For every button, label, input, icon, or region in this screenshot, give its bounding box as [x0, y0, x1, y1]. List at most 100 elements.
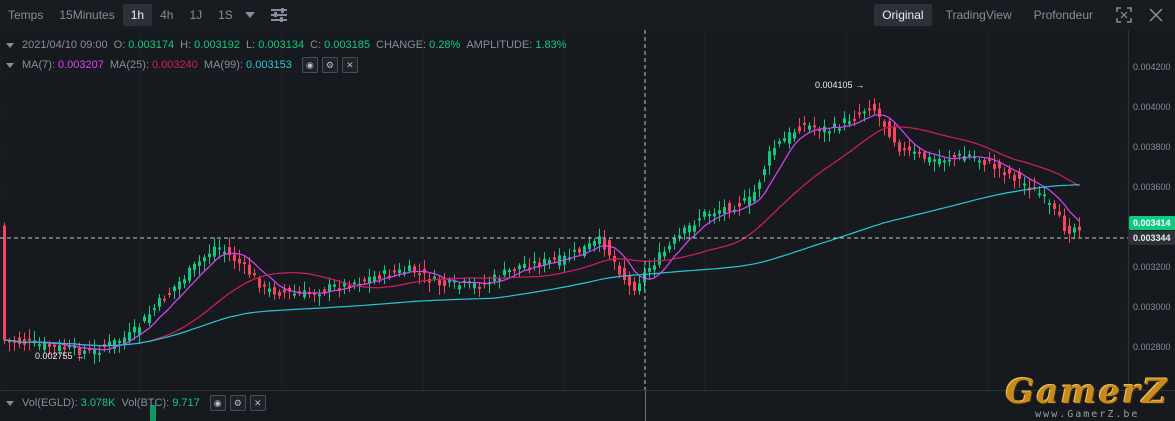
candle: [908, 138, 911, 157]
candle: [868, 99, 871, 116]
candle: [108, 334, 111, 354]
candle: [983, 157, 986, 172]
candle: [523, 255, 526, 271]
low-annotation: 0.002755 →: [35, 351, 85, 361]
candle: [503, 261, 506, 279]
candle: [233, 246, 236, 270]
tab-depth[interactable]: Profondeur: [1033, 8, 1093, 22]
candle: [263, 280, 266, 295]
candle: [373, 270, 376, 285]
volume-legend: Vol(EGLD): 3.078K Vol(BTC): 9.717 ◉ ⚙ ✕: [6, 395, 266, 411]
candle: [138, 323, 141, 344]
open-value: 0.003174: [128, 39, 175, 51]
candle: [168, 287, 171, 298]
candle: [323, 286, 326, 296]
candle: [718, 201, 721, 222]
candle: [688, 222, 691, 239]
ma99-value: 0.003153: [246, 59, 292, 71]
collapse-caret-icon[interactable]: [6, 42, 14, 48]
candle: [228, 237, 231, 262]
candle: [188, 265, 191, 284]
close-icon[interactable]: ✕: [341, 57, 358, 73]
candle: [83, 344, 86, 360]
candlestick-chart[interactable]: [0, 30, 1130, 390]
candle: [468, 278, 471, 289]
candle: [738, 195, 741, 216]
price-tick: 0.003600: [1133, 182, 1171, 192]
vol-btc-value: 9.717: [172, 397, 200, 409]
candle: [893, 121, 896, 147]
candle: [153, 303, 156, 317]
candle: [603, 229, 606, 257]
candle: [333, 279, 336, 290]
ohlc-legend: 2021/04/10 09:00 O: 0.003174 H: 0.003192 L…: [6, 39, 573, 51]
candle: [1078, 216, 1081, 238]
close-value: 0.003185: [324, 39, 371, 51]
candle: [73, 337, 76, 356]
timeframe-time[interactable]: Temps: [8, 8, 44, 22]
settings-icon[interactable]: ⚙: [321, 57, 338, 73]
candle: [78, 342, 81, 361]
chevron-down-icon[interactable]: [244, 12, 255, 18]
last-price-badge: 0.003414: [1129, 216, 1175, 230]
ma7-value: 0.003207: [58, 59, 104, 71]
candle: [533, 252, 536, 271]
fullscreen-icon[interactable]: [1115, 6, 1133, 24]
amplitude-label: AMPLITUDE:: [466, 39, 533, 51]
candle: [28, 329, 31, 351]
timeframe-1d[interactable]: 1J: [189, 8, 203, 22]
candle: [573, 241, 576, 261]
candle: [458, 282, 461, 295]
timeframe-4h[interactable]: 4h: [160, 8, 174, 22]
candle: [1053, 200, 1056, 215]
candle: [163, 295, 166, 303]
candle: [288, 285, 291, 300]
candle: [778, 138, 781, 148]
ma-legend: MA(7): 0.003207 MA(25): 0.003240 MA(99): 0.…: [6, 57, 358, 73]
candle: [723, 199, 726, 221]
ma25-label: MA(25):: [109, 59, 150, 71]
timeframe-15min[interactable]: 15Minutes: [59, 8, 115, 22]
candle: [753, 184, 756, 204]
eye-icon[interactable]: ◉: [209, 395, 226, 411]
candle: [268, 281, 271, 298]
ma7-label: MA(7):: [22, 59, 55, 71]
close-icon[interactable]: [1147, 6, 1165, 24]
price-axis[interactable]: [1128, 30, 1175, 390]
timeframe-1w[interactable]: 1S: [218, 8, 233, 22]
close-icon[interactable]: ✕: [249, 395, 266, 411]
candle: [218, 239, 221, 259]
candle: [208, 244, 211, 265]
gamerz-watermark-logo: GamerZ www.GamerZ.be: [1006, 375, 1169, 420]
chart-toolbar: Temps 15Minutes 1h 4h 1J 1S Original Tra…: [0, 0, 1175, 30]
settings-sliders-icon[interactable]: [270, 8, 287, 22]
candle: [413, 263, 416, 278]
settings-icon[interactable]: ⚙: [229, 395, 246, 411]
candle: [798, 118, 801, 134]
tab-tradingview[interactable]: TradingView: [945, 8, 1012, 22]
candle: [93, 339, 96, 365]
candle: [758, 179, 761, 198]
timeframe-1h[interactable]: 1h: [122, 4, 153, 26]
candle: [253, 268, 256, 278]
volume-bars: [150, 391, 646, 421]
candle: [588, 236, 591, 253]
collapse-caret-icon[interactable]: [6, 62, 14, 68]
candle: [273, 282, 276, 300]
candles: [3, 98, 1081, 365]
tab-original[interactable]: Original: [874, 4, 932, 26]
volume-pane: Vol(EGLD): 3.078K Vol(BTC): 9.717 ◉ ⚙ ✕: [0, 390, 1175, 421]
candle: [88, 340, 91, 354]
candle: [888, 118, 891, 139]
candle: [258, 275, 261, 293]
ohlc-date: 2021/04/10 09:00: [22, 39, 108, 51]
candle: [158, 294, 161, 312]
change-label: CHANGE:: [376, 39, 427, 51]
candle: [903, 141, 906, 157]
candle: [668, 241, 671, 253]
eye-icon[interactable]: ◉: [301, 57, 318, 73]
vol-egld-value: 3.078K: [80, 397, 116, 409]
collapse-caret-icon[interactable]: [6, 400, 14, 406]
candle: [143, 313, 146, 324]
price-tick: 0.002800: [1133, 342, 1171, 352]
